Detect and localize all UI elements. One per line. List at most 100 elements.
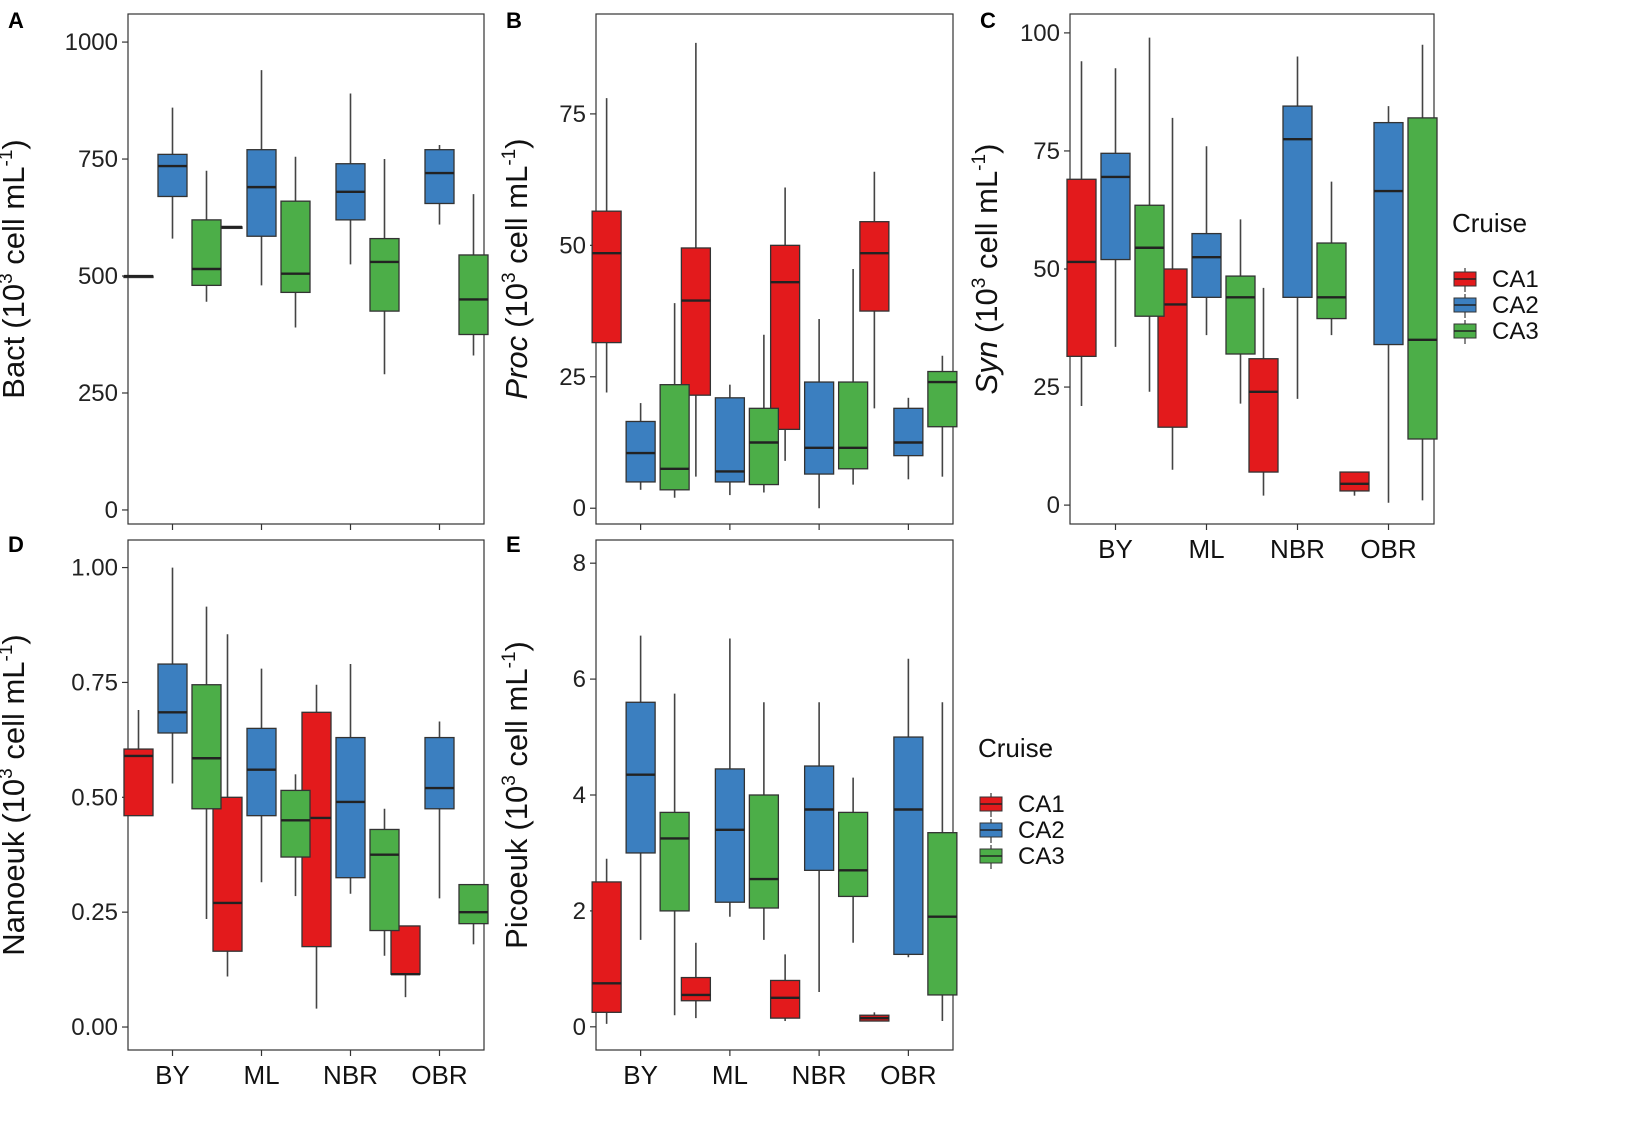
box-ca2-ml — [246, 70, 277, 286]
legend-label: CA3 — [1492, 318, 1539, 345]
box-body — [803, 765, 835, 871]
panel-label: B — [506, 8, 522, 33]
box-ca3-ml — [280, 156, 311, 328]
y-tick-label: 0.75 — [71, 669, 118, 696]
y-tick-label: 0 — [105, 497, 118, 524]
box-body — [927, 832, 958, 996]
y-axis-title: Nanoeuk(103 cell mL-1) — [0, 634, 31, 956]
box-ca2-nbr — [803, 318, 835, 509]
box-body — [1248, 358, 1279, 473]
x-tick-label: NBR — [1270, 534, 1325, 564]
box-body — [659, 811, 690, 912]
box-body — [212, 796, 243, 952]
box-ca2-ml — [714, 638, 746, 917]
box-ca2-obr — [1373, 106, 1404, 503]
legend-title: Cruise — [978, 733, 1053, 763]
y-tick-label: 75 — [1033, 138, 1060, 165]
box-ca2-obr — [893, 397, 924, 480]
box-ca1-ml — [680, 42, 712, 477]
box-ca1-by — [591, 858, 622, 1024]
box-ca2-obr — [424, 721, 455, 899]
panel-e: E 0 2 4 6 8 BY ML NBR OBR Picoeuk(103 cell mL-1) — [499, 532, 958, 1090]
box-body — [625, 701, 656, 854]
panel-c: C 0 25 50 75 100 BY ML NBR OBR Syn(103 cell mL-1) — [969, 8, 1438, 564]
box-ca1-nbr — [769, 954, 801, 1022]
x-tick-label: OBR — [411, 1060, 467, 1090]
x-tick-label: ML — [1188, 534, 1224, 564]
box-body — [1373, 121, 1404, 346]
box-body — [123, 748, 154, 817]
y-tick-label: 0 — [1047, 492, 1060, 519]
box-body — [1339, 471, 1370, 492]
box-body — [1316, 242, 1347, 320]
box-ca2-by — [625, 403, 656, 490]
panel-label: D — [8, 532, 24, 557]
box-ca2-ml — [1191, 146, 1222, 336]
y-tick-label: 100 — [1020, 20, 1060, 47]
box-body — [893, 407, 924, 457]
box-ca2-obr — [893, 658, 924, 958]
box-body — [424, 736, 455, 810]
box-body — [748, 407, 780, 486]
box-ca2-nbr — [335, 93, 366, 265]
box-body — [1407, 117, 1438, 440]
box-body — [927, 370, 958, 428]
y-axis-title: Syn(103 cell mL-1) — [969, 144, 1004, 395]
box-ca1-obr — [390, 925, 421, 998]
y-tick-label: 250 — [78, 380, 118, 407]
x-tick-label: NBR — [792, 1060, 847, 1090]
box-body — [1100, 152, 1131, 261]
box-ca3-nbr — [1316, 181, 1347, 336]
box-ca2-by — [625, 635, 656, 940]
box-body — [157, 153, 188, 198]
box-ca3-nbr — [369, 159, 400, 375]
panel-a: A 0 250 500 750 1000 Bact(103 cell mL-1) — [0, 8, 489, 530]
box-body — [458, 254, 489, 336]
box-ca3-ml — [280, 774, 311, 897]
box-ca3-nbr — [369, 808, 400, 956]
y-axis-title: Bact(103 cell mL-1) — [0, 139, 31, 398]
box-body — [659, 384, 690, 491]
y-tick-label: 25 — [1033, 374, 1060, 401]
legend-title: Cruise — [1452, 208, 1527, 238]
box-ca3-ml — [748, 334, 780, 493]
box-ca3-obr — [927, 355, 958, 477]
y-tick-label: 750 — [78, 146, 118, 173]
x-tick-label: NBR — [323, 1060, 378, 1090]
x-tick-label: ML — [243, 1060, 279, 1090]
box-body — [390, 925, 421, 975]
panel-label: E — [506, 532, 521, 557]
box-ca1-nbr — [1248, 287, 1279, 496]
y-tick-label: 2 — [573, 898, 586, 925]
box-ca2-ml — [246, 668, 277, 883]
box-body — [1282, 105, 1313, 298]
x-tick-label: OBR — [1360, 534, 1416, 564]
box-ca3-ml — [748, 702, 780, 940]
box-ca1-by — [123, 710, 154, 817]
panel-b: B 0 25 50 75 Proc(103 cell mL-1) — [499, 8, 958, 530]
x-tick-label: BY — [1098, 534, 1133, 564]
legend-label: CA1 — [1018, 791, 1065, 818]
box-ca2-nbr — [1282, 56, 1313, 399]
box-body — [591, 210, 622, 344]
box-ca2-by — [157, 567, 188, 784]
box-ca1-by — [591, 98, 622, 393]
legend-label: CA3 — [1018, 843, 1065, 870]
box-body — [837, 381, 869, 470]
y-axis-title: Proc(103 cell mL-1) — [499, 138, 534, 399]
box-body — [246, 149, 277, 237]
box-ca3-by — [659, 693, 690, 1016]
legend-label: CA2 — [1018, 817, 1065, 844]
box-body — [680, 247, 712, 396]
y-tick-label: 25 — [559, 364, 586, 391]
panel-label: C — [980, 8, 996, 33]
box-body — [591, 881, 622, 1013]
box-body — [680, 976, 712, 1002]
x-tick-label: BY — [155, 1060, 190, 1090]
box-body — [1225, 275, 1256, 355]
box-ca1-obr — [859, 171, 890, 409]
box-ca3-ml — [1225, 219, 1256, 404]
box-ca2-nbr — [803, 702, 835, 993]
